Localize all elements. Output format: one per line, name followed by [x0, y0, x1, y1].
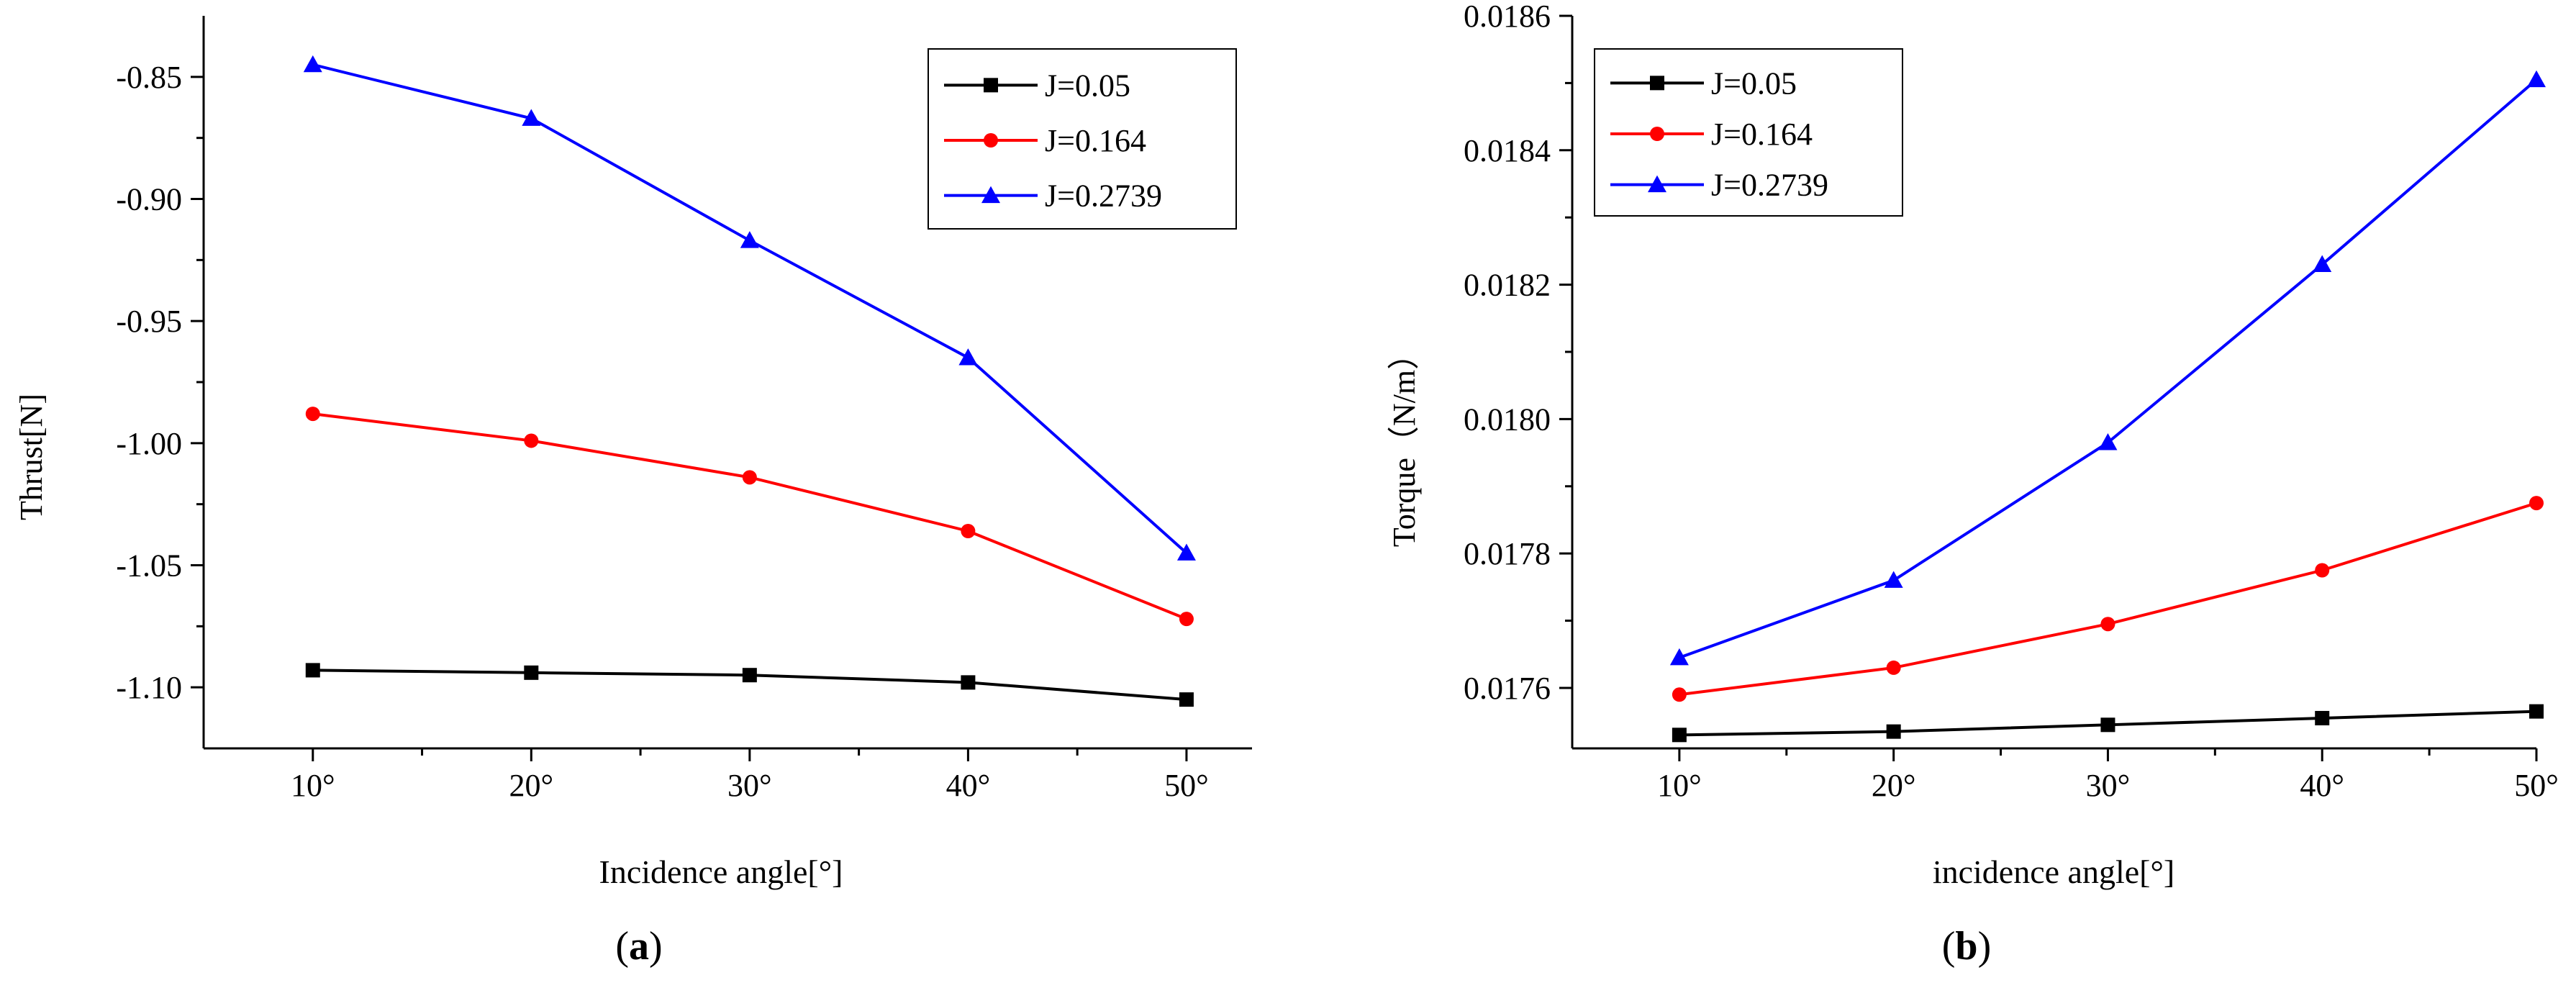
x-axis-label: incidence angle[°] [1933, 853, 2174, 890]
plot-area: -0.85 -0.90 -0.95 -1.00 -1.05 -1.10 10° 20° 30° 4… [116, 16, 1252, 803]
data-point [2100, 717, 2115, 733]
y-tick-label: -0.95 [116, 304, 182, 339]
x-tick-label: 40° [2300, 768, 2344, 803]
legend-box [928, 48, 1237, 230]
y-tick-label: -1.10 [116, 670, 182, 705]
data-point [2529, 704, 2544, 719]
legend-marker [981, 186, 1000, 204]
y-axis-label: Torque（N/m） [1387, 338, 1422, 547]
series-J=0.164 [305, 407, 1194, 627]
data-point [740, 231, 759, 248]
data-point [522, 109, 541, 126]
data-point [958, 348, 978, 366]
data-point [1672, 687, 1687, 702]
x-axis-label: Incidence angle[°] [599, 853, 843, 890]
legend-label: J=0.05 [1711, 65, 1797, 101]
data-point [305, 663, 320, 678]
x-tick-label: 30° [2086, 768, 2131, 803]
x-tick-label: 20° [1872, 768, 1916, 803]
data-point [1669, 648, 1689, 666]
y-tick-label: -1.00 [116, 426, 182, 461]
y-tick-label: 0.0186 [1464, 0, 1551, 34]
x-tick-label: 50° [2514, 768, 2559, 803]
legend-marker [1648, 175, 1666, 193]
data-point [2315, 710, 2330, 725]
legend: J=0.05 J=0.164 J=0.2739 [1594, 48, 1903, 217]
data-point [2529, 496, 2544, 511]
legend-marker [1650, 127, 1664, 141]
legend-label: J=0.164 [1045, 123, 1146, 158]
data-point [2098, 433, 2118, 450]
plot-area: 0.0176 0.0178 0.0180 0.0182 0.0184 0.0186 10° 2… [1464, 0, 2559, 803]
legend: J=0.05 J=0.164 J=0.2739 [928, 48, 1237, 230]
data-point [1672, 728, 1687, 743]
data-point [524, 665, 539, 680]
x-tick-label: 20° [509, 768, 554, 803]
x-tick-label: 10° [1657, 768, 1702, 803]
legend-label: J=0.2739 [1711, 168, 1828, 203]
legend-label: J=0.05 [1045, 68, 1130, 103]
panel-caption-letter: a [629, 924, 649, 969]
y-tick-label: -0.90 [116, 182, 182, 217]
panel-caption: (a) [615, 924, 662, 969]
chart-panel-a: -0.85 -0.90 -0.95 -1.00 -1.05 -1.10 10° 20° 30° 4… [14, 16, 1252, 969]
data-point [1884, 571, 1903, 588]
series-J=0.05 [1672, 704, 2544, 743]
y-tick-label: 0.0178 [1464, 536, 1551, 571]
data-point [524, 433, 539, 448]
data-point [742, 668, 757, 683]
y-tick-label: 0.0176 [1464, 671, 1551, 706]
y-tick-label: 0.0184 [1464, 133, 1551, 168]
data-point [961, 675, 976, 690]
legend-marker [984, 133, 998, 148]
x-tick-label: 10° [291, 768, 335, 803]
data-point [1179, 612, 1194, 627]
x-tick-label: 50° [1164, 768, 1209, 803]
y-tick-label: 0.0182 [1464, 268, 1551, 303]
data-point [1179, 692, 1194, 707]
y-tick-label: -0.85 [116, 60, 182, 95]
data-point [2315, 563, 2330, 578]
data-point [2527, 70, 2546, 88]
panel-caption: (b) [1942, 924, 1991, 969]
x-tick-label: 30° [727, 768, 772, 803]
series-J=0.164 [1672, 496, 2544, 702]
data-point [742, 470, 757, 485]
legend-marker [984, 78, 998, 93]
legend-marker [1650, 76, 1664, 91]
y-tick-label: -1.05 [116, 548, 182, 584]
data-point [303, 55, 322, 73]
legend-label: J=0.2739 [1045, 178, 1162, 214]
data-point [2100, 617, 2115, 632]
legend-label: J=0.164 [1711, 117, 1813, 152]
data-point [305, 407, 320, 422]
panel-caption-letter: b [1955, 924, 1977, 969]
data-point [961, 523, 976, 538]
data-point [1886, 724, 1901, 739]
chart-panel-b: 0.0176 0.0178 0.0180 0.0182 0.0184 0.0186 10° 2… [1387, 0, 2559, 969]
data-point [1176, 543, 1196, 561]
y-axis-label: Thrust[N] [14, 394, 49, 520]
data-point [2313, 255, 2332, 272]
y-tick-label: 0.0180 [1464, 402, 1551, 437]
series-J=0.05 [305, 663, 1194, 707]
series-J=0.2739 [303, 55, 1196, 561]
x-tick-label: 40° [946, 768, 991, 803]
series-J=0.2739 [1669, 70, 2546, 666]
data-point [1886, 660, 1901, 675]
